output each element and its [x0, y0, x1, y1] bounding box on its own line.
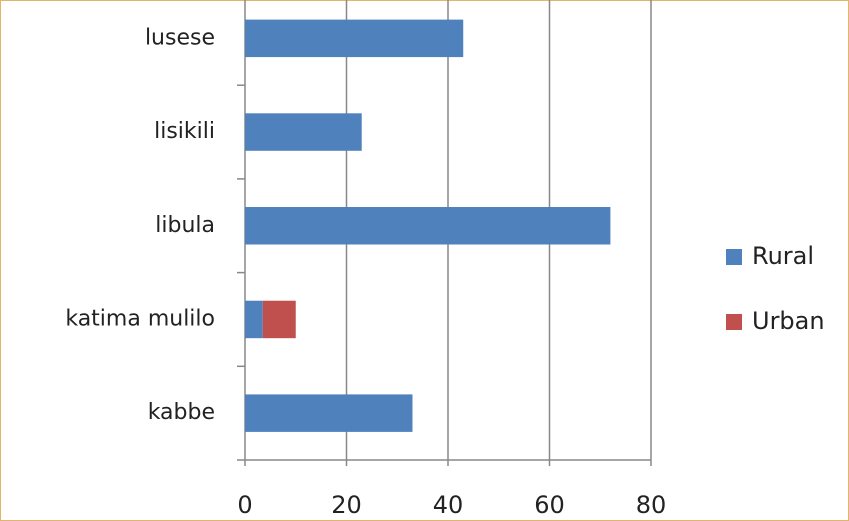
legend-label: Rural — [752, 242, 814, 270]
bar — [245, 207, 611, 245]
y-tick-label: katima mulilo — [65, 306, 215, 331]
x-tick-label: 40 — [433, 491, 464, 519]
x-tick-label: 60 — [534, 491, 565, 519]
bar — [245, 113, 362, 151]
bar — [245, 300, 263, 339]
legend-label: Urban — [752, 307, 825, 335]
x-tick-label: 0 — [237, 491, 252, 519]
bar — [245, 394, 413, 432]
y-tick-label: lisikili — [154, 119, 215, 144]
y-tick-label: kabbe — [148, 400, 215, 425]
legend-swatch — [726, 314, 742, 330]
bar — [245, 19, 464, 58]
legend-swatch — [726, 249, 742, 265]
y-tick-label: libula — [155, 213, 215, 238]
x-tick-label: 80 — [636, 491, 667, 519]
x-tick-label: 20 — [331, 491, 362, 519]
y-tick-label: lusese — [145, 25, 215, 50]
bar — [262, 300, 296, 339]
